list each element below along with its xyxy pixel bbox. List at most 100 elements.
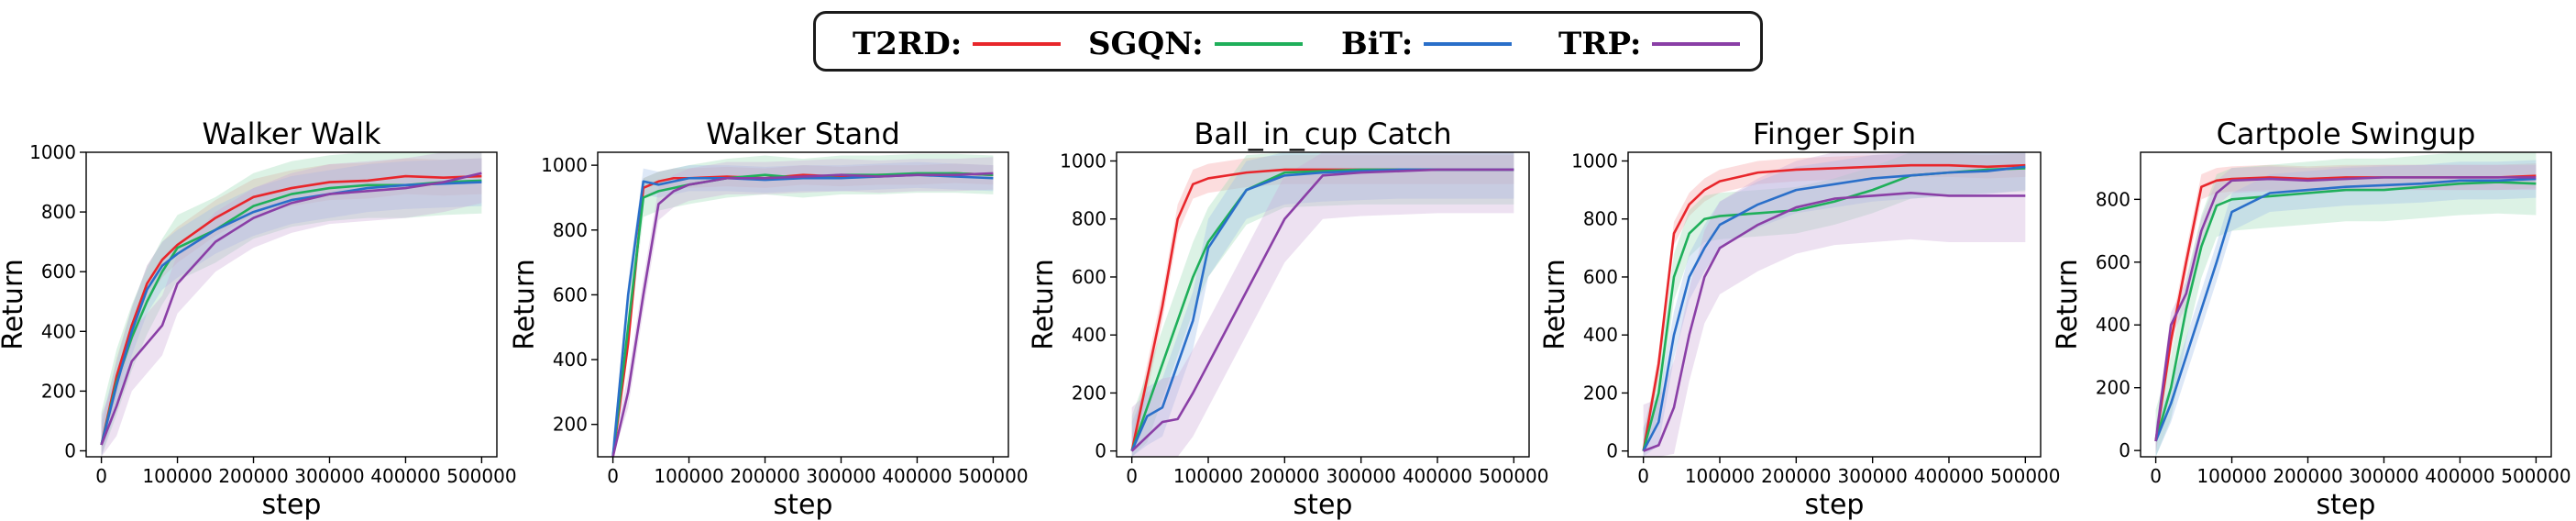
y-tick-label: 800 [1072,208,1106,230]
x-tick-label: 100000 [654,465,723,487]
y-tick-label: 200 [553,414,588,436]
series-line-bit [611,173,994,458]
y-axis-label: Return [2052,259,2084,350]
x-tick-label: 400000 [370,465,440,487]
x-tick-label: 500000 [2501,465,2570,487]
y-tick-label: 800 [1583,208,1618,230]
legend-item-t2rd: T2RD: [853,26,1062,62]
y-axis-label: Return [0,259,29,350]
series-line-bit [1642,165,2026,452]
band-trp [101,152,482,457]
x-tick-label: 0 [607,465,619,487]
x-axis-label: step [262,489,322,521]
plot-frame [597,151,1009,458]
series-line-trp [2154,176,2537,442]
band-trp [612,157,994,458]
series-line-t2rd [611,172,994,458]
plot-frame [1116,151,1530,458]
x-tick-label: 400000 [2425,465,2494,487]
x-tick-label: 300000 [806,465,875,487]
y-tick-label: 0 [2119,439,2130,461]
x-tick-label: 300000 [1326,465,1395,487]
legend: T2RD: SGQN: BiT: TRP: [813,11,1763,72]
y-tick-label: 600 [553,283,588,305]
x-tick-label: 0 [1637,465,1649,487]
y-tick-label: 600 [2096,251,2130,273]
y-tick-label: 400 [2096,314,2130,336]
legend-swatch-purple-line [1652,42,1741,46]
x-axis-label: step [774,489,833,521]
x-tick-label: 0 [2150,465,2162,487]
panel-4: 0 100000 200000 300000 400000 500000 0 200 400 60… [2052,116,2571,521]
y-tick-label: 0 [1095,440,1106,462]
x-tick-label: 500000 [1990,465,2060,487]
y-tick-label: 400 [1072,324,1106,346]
band-bit [2155,160,2537,457]
y-tick-label: 800 [553,219,588,241]
x-tick-label: 300000 [1837,465,1907,487]
y-tick-label: 800 [41,201,76,223]
y-tick-label: 200 [1583,382,1618,404]
band-trp [1131,152,1514,457]
band-sgqn [1131,152,1514,457]
y-tick-label: 800 [2096,188,2130,210]
chart-title: Cartpole Swingup [2217,116,2476,151]
y-tick-label: 400 [41,320,76,342]
series-line-sgqn [2154,181,2537,442]
legend-swatch-blue-line [1424,42,1513,46]
y-tick-label: 400 [1583,324,1618,346]
y-tick-label: 0 [64,439,76,461]
chart-title: Finger Spin [1753,116,1916,151]
x-tick-label: 100000 [142,465,212,487]
panel-1: 0 100000 200000 300000 400000 500000 200 400 600… [509,116,1029,521]
x-tick-label: 300000 [2349,465,2418,487]
panel-0: 0 100000 200000 300000 400000 500000 0 200 400 60… [0,116,517,521]
series-line-t2rd [1642,163,2026,451]
y-axis-label: Return [509,259,541,350]
series-line-bit [2154,177,2537,442]
x-tick-label: 300000 [294,465,364,487]
series-line-bit [100,181,482,446]
chart-title: Walker Stand [706,116,900,151]
y-tick-label: 1000 [1060,150,1106,172]
x-axis-label: step [1805,489,1865,521]
y-tick-label: 200 [1072,382,1106,404]
y-tick-label: 200 [2096,377,2130,399]
x-tick-label: 500000 [446,465,516,487]
x-tick-label: 500000 [1479,465,1548,487]
x-tick-label: 200000 [2273,465,2342,487]
chart-title: Walker Walk [202,116,381,151]
x-tick-label: 100000 [1685,465,1755,487]
x-axis-label: step [2317,489,2376,521]
x-axis-label: step [1294,489,1353,521]
y-tick-label: 400 [553,349,588,371]
series-line-trp [1643,191,2026,452]
x-tick-label: 0 [95,465,107,487]
legend-item-trp: TRP: [1558,26,1741,62]
legend-item-sgqn: SGQN: [1088,26,1303,62]
x-tick-label: 200000 [730,465,799,487]
x-tick-label: 200000 [1249,465,1319,487]
x-tick-label: 200000 [1761,465,1831,487]
band-sgqn [1643,152,2026,457]
band-bit [1643,152,2026,457]
legend-label: BiT: [1341,26,1414,62]
y-tick-label: 1000 [29,141,76,163]
y-tick-label: 600 [1583,266,1618,288]
panel-2: 0 100000 200000 300000 400000 500000 0 200 400 60… [1028,116,1549,521]
band-bit [1131,152,1514,457]
y-axis-label: Return [1539,259,1571,350]
series-line-trp [611,172,994,458]
legend-swatch-green-line [1214,42,1303,46]
x-tick-label: 400000 [1403,465,1472,487]
y-axis-label: Return [1028,259,1060,350]
y-tick-label: 1000 [1571,150,1618,172]
series-line-t2rd [100,174,482,446]
panel-3: 0 100000 200000 300000 400000 500000 0 200 400 60… [1539,116,2061,521]
band-trp [1643,152,2026,457]
band-t2rd [612,163,994,458]
y-tick-label: 0 [1606,440,1618,462]
x-tick-label: 200000 [218,465,288,487]
band-bit [101,158,482,457]
x-tick-label: 0 [1126,465,1138,487]
